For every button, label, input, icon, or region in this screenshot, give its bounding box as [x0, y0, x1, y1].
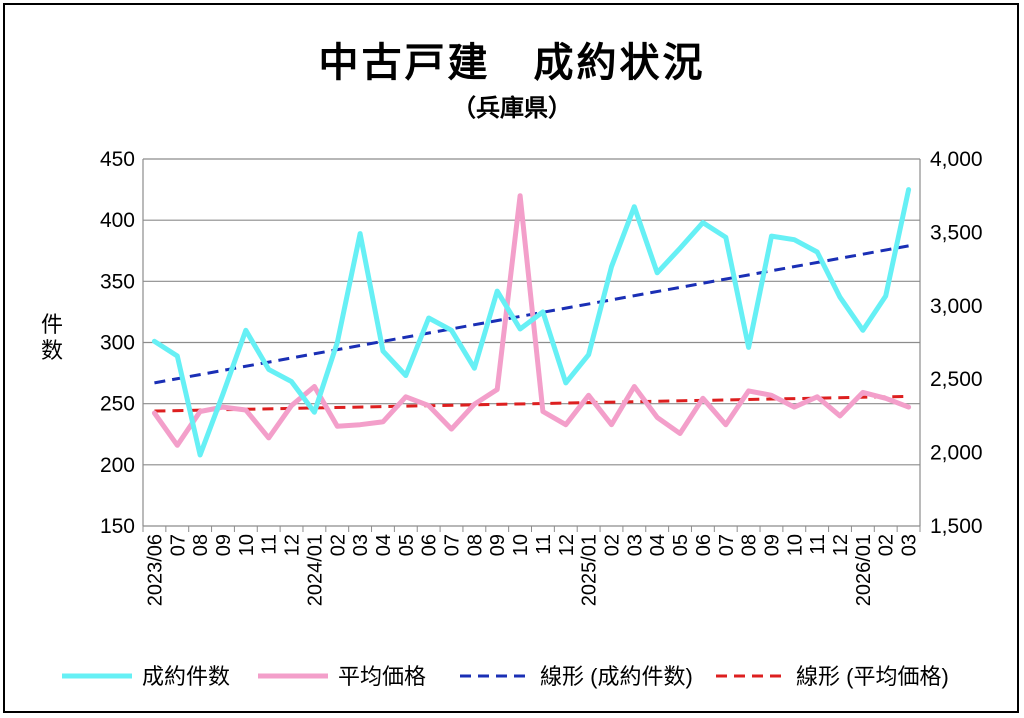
x-tick-label: 11	[259, 534, 281, 555]
y-axis-label: 件数	[41, 312, 63, 363]
x-tick-label: 09	[761, 534, 783, 556]
x-tick-label: 02	[876, 534, 898, 556]
x-tick-label: 03	[350, 534, 372, 556]
x-tick-label: 11	[807, 534, 829, 555]
x-tick-label: 07	[716, 534, 738, 556]
right-axis-ticks: 4,000 3,500 3,000 2,500 2,000 1,500	[930, 148, 983, 538]
right-tick-label: 4,000	[930, 148, 983, 171]
x-tick-label: 08	[739, 534, 761, 556]
x-tick-label: 08	[190, 534, 212, 556]
right-tick-label: 2,500	[930, 368, 983, 391]
left-axis-ticks: 450 400 350 300 250 200 150	[100, 148, 135, 538]
legend-label: 平均価格	[338, 664, 426, 689]
left-tick-label: 450	[100, 148, 135, 171]
x-tick-label: 10	[510, 534, 532, 556]
x-tick-label: 09	[487, 534, 509, 556]
x-tick-label: 11	[533, 534, 555, 555]
legend-label: 線形 (平均価格)	[796, 664, 949, 689]
left-tick-label: 150	[100, 515, 135, 538]
y-axis-label-char: 件	[41, 312, 63, 337]
x-tick-label: 08	[464, 534, 486, 556]
y-axis-label-char: 数	[41, 338, 63, 363]
x-tick-label: 05	[396, 534, 418, 556]
x-tick-label: 06	[419, 534, 441, 556]
x-tick-label: 12	[830, 534, 852, 556]
series-line	[151, 193, 912, 448]
grid-lines	[142, 158, 921, 527]
right-tick-label: 1,500	[930, 515, 983, 538]
left-tick-label: 250	[100, 393, 135, 416]
x-tick-label: 10	[784, 534, 806, 556]
x-tick-label: 07	[167, 534, 189, 556]
left-tick-label: 350	[100, 270, 135, 293]
trendlines	[154, 244, 909, 413]
x-tick-label: 02	[327, 534, 349, 556]
x-tick-label: 12	[556, 534, 578, 556]
x-tick-label: 10	[236, 534, 258, 556]
legend-label: 線形 (成約件数)	[540, 664, 693, 689]
x-tick-label: 06	[693, 534, 715, 556]
left-tick-label: 400	[100, 209, 135, 232]
x-tick-label: 04	[373, 534, 395, 556]
right-tick-label: 3,500	[930, 221, 983, 244]
legend: 成約件数 平均価格 線形 (成約件数) 線形 (平均価格)	[62, 664, 949, 689]
series-line	[151, 187, 912, 458]
chart-title: 中古戸建 成約状況	[318, 40, 706, 86]
chart-frame	[3, 3, 1019, 713]
left-tick-label: 300	[100, 332, 135, 355]
x-tick-label: 04	[647, 534, 669, 556]
x-tick-label: 03	[624, 534, 646, 556]
x-tick-label: 02	[601, 534, 623, 556]
x-axis-ticks: 2023/06 07 08 09 10 11 12 2024/01 02 03 04 05 06 07 08…	[142, 526, 921, 606]
left-tick-label: 200	[100, 454, 135, 477]
x-tick-label: 03	[899, 534, 921, 556]
x-tick-label: 12	[282, 534, 304, 556]
x-tick-label: 2023/06	[144, 534, 166, 606]
legend-label: 成約件数	[142, 664, 230, 689]
right-tick-label: 2,000	[930, 442, 983, 465]
x-tick-label: 07	[442, 534, 464, 556]
x-tick-label: 05	[670, 534, 692, 556]
x-tick-label: 2025/01	[579, 534, 601, 606]
x-tick-label: 09	[213, 534, 235, 556]
chart-subtitle: （兵庫県）	[452, 94, 572, 122]
x-tick-label: 2026/01	[853, 534, 875, 606]
right-tick-label: 3,000	[930, 295, 983, 318]
series-lines	[151, 187, 912, 458]
x-tick-label: 2024/01	[304, 534, 326, 606]
